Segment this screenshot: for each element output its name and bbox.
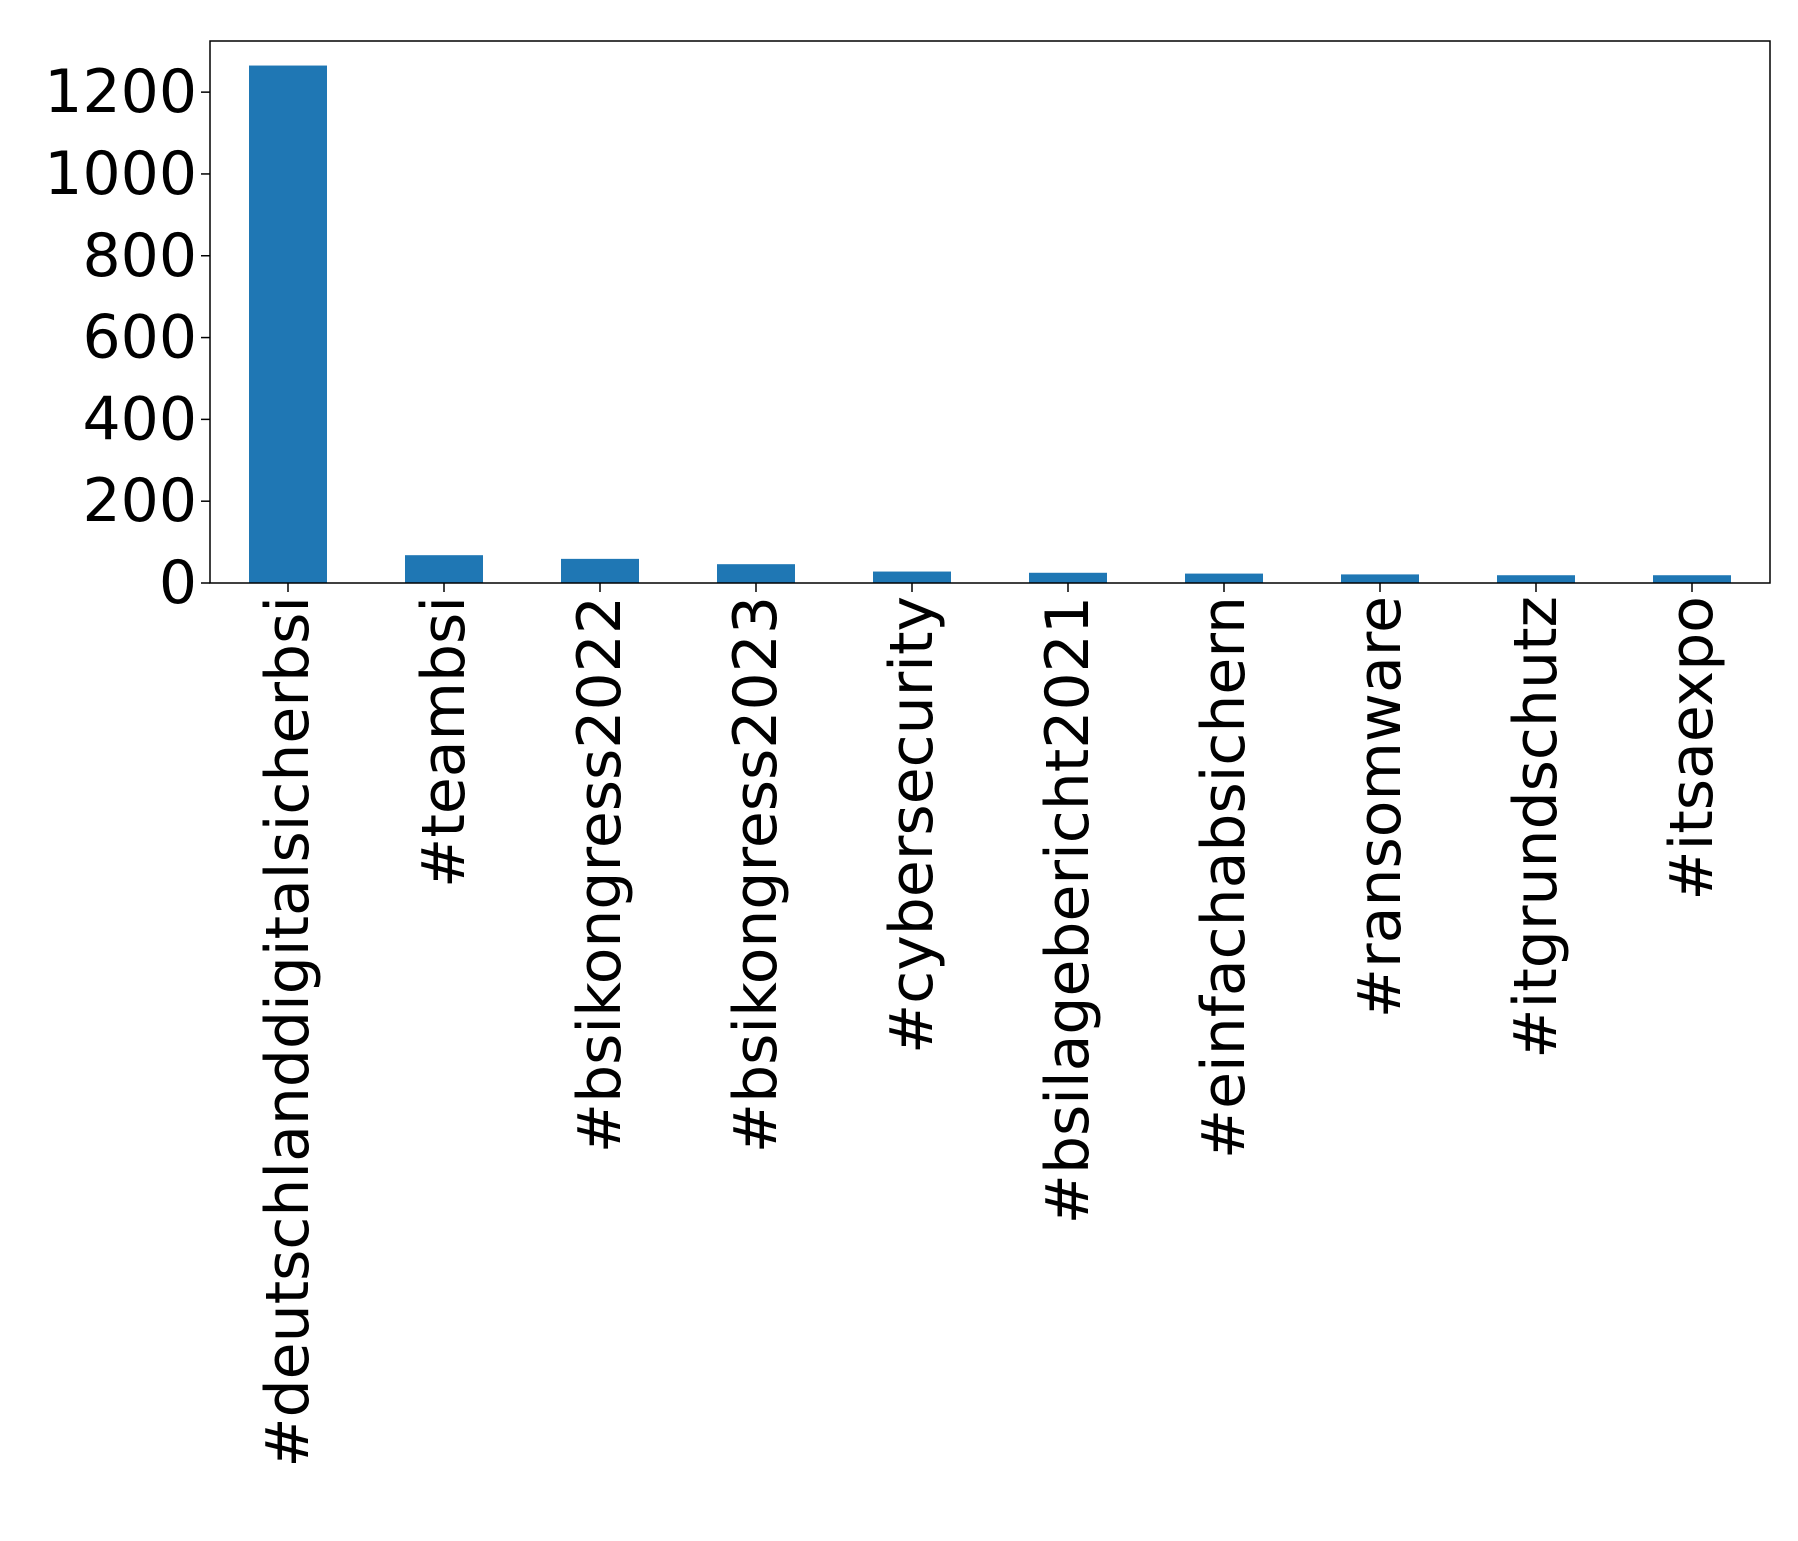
bar-6: [1185, 573, 1263, 583]
y-tick-label-5: 1000: [44, 139, 197, 209]
bar-1: [405, 555, 483, 583]
x-axis: #deutschlanddigitalsicherbsi #teambsi #bsi…: [253, 583, 1727, 1468]
bar-8: [1497, 575, 1575, 583]
bar-9: [1653, 575, 1731, 583]
x-tick-label-3: #bsikongress2023: [721, 596, 791, 1153]
bar-3: [717, 564, 795, 583]
bar-5: [1029, 572, 1107, 583]
x-tick-label-5: #bsilagebericht2021: [1033, 596, 1103, 1224]
y-axis: 0 200 400 600 800 1000 1200: [44, 57, 210, 618]
x-tick-label-0: #deutschlanddigitalsicherbsi: [253, 596, 323, 1468]
x-tick-label-6: #einfachabsichern: [1189, 596, 1259, 1159]
bars-layer: [249, 65, 1731, 583]
y-tick-label-2: 400: [82, 384, 197, 454]
x-tick-label-8: #itgrundschutz: [1501, 596, 1571, 1059]
bar-4: [873, 571, 951, 583]
bar-0: [249, 65, 327, 583]
x-tick-label-4: #cybersecurity: [877, 596, 947, 1054]
x-tick-label-1: #teambsi: [409, 596, 479, 888]
x-tick-label-2: #bsikongress2022: [565, 596, 635, 1153]
bar-2: [561, 558, 639, 583]
y-tick-label-1: 200: [82, 466, 197, 536]
plot-area-frame: [209, 40, 1771, 584]
y-tick-label-3: 600: [82, 303, 197, 373]
x-tick-label-9: #itsaexpo: [1657, 596, 1727, 901]
y-tick-label-0: 0: [159, 548, 197, 618]
bar-7: [1341, 574, 1419, 583]
y-tick-label-6: 1200: [44, 57, 197, 127]
y-tick-label-4: 800: [82, 221, 197, 291]
x-tick-label-7: #ransomware: [1345, 596, 1415, 1018]
